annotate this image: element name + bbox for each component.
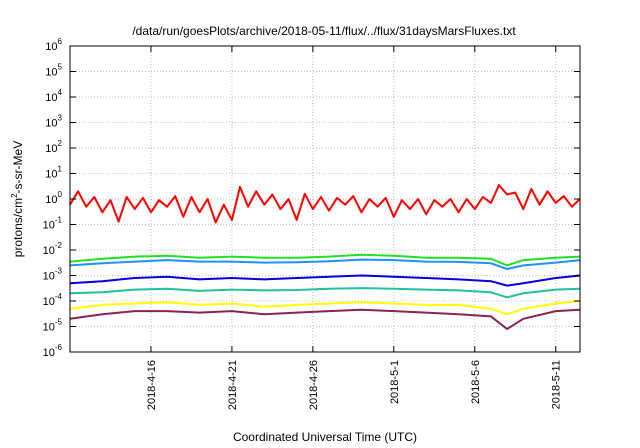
x-tick-label: 2018-4-26 [308,360,320,410]
y-axis-label: protons/cm2-s-sr-MeV [10,141,25,257]
x-tick-label: 2018-5-6 [470,360,482,404]
x-tick-label: 2018-5-11 [551,360,563,409]
y-tick-label: 105 [45,63,62,79]
x-tick-label: 2018-4-16 [146,360,158,410]
series-line-5 [69,287,581,299]
y-tick-group: 10-6 10-5 10-4 10-3 10-2 10-1 100 101 102 103 104 1… [43,37,580,359]
y-tick-label: 10-2 [43,241,63,257]
y-tick-label: 100 [45,190,62,206]
grid-lines [70,46,580,352]
chart-title: /data/run/goesPlots/archive/2018-05-11/f… [132,24,516,38]
series-group [69,184,581,330]
y-tick-label: 10-5 [43,318,63,334]
x-tick-label: 2018-5-1 [389,360,401,404]
x-tick-label: 2018-4-21 [227,360,239,410]
y-tick-label: 101 [45,165,62,181]
x-axis-label: Coordinated Universal Time (UTC) [233,430,417,444]
y-tick-label: 10-6 [43,343,63,359]
y-tick-label: 106 [45,37,62,53]
series-line-4 [69,274,581,287]
x-tick-group: 2018-4-16 2018-4-21 2018-4-26 2018-5-1 2018-… [146,46,563,410]
y-tick-label: 102 [45,139,62,155]
y-tick-label: 103 [45,114,62,130]
y-tick-label: 10-1 [43,216,63,232]
series-line-2 [69,253,581,267]
y-tick-label: 10-4 [43,292,63,308]
series-line-3 [69,258,581,270]
series-line-7 [69,308,581,330]
y-tick-label: 104 [45,88,62,104]
y-tick-label: 10-3 [43,267,63,283]
series-line-1 [69,184,581,224]
series-line-6 [69,300,581,316]
